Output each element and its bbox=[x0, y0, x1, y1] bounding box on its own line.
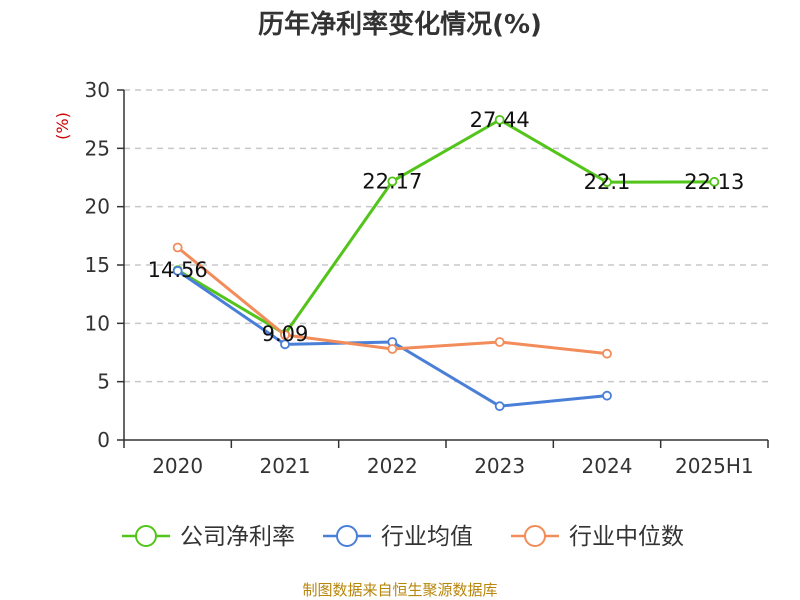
data-point bbox=[172, 265, 183, 276]
data-label: 22.17 bbox=[362, 169, 422, 193]
legend-marker bbox=[135, 525, 157, 547]
data-label: 14.56 bbox=[148, 258, 208, 282]
legend-marker bbox=[524, 525, 546, 547]
data-labels: 14.56 9.09 22.17 27.44 22.1 22.13 bbox=[148, 108, 745, 346]
data-label: 22.1 bbox=[584, 170, 631, 194]
data-point bbox=[602, 177, 612, 188]
y-tick-label: 30 bbox=[85, 78, 110, 102]
data-point bbox=[280, 339, 290, 350]
series-lines bbox=[172, 114, 720, 412]
y-tick-label: 25 bbox=[85, 136, 110, 160]
data-point bbox=[387, 344, 398, 354]
y-tick-label: 5 bbox=[97, 370, 110, 394]
legend-item-1[interactable]: 行业均值 bbox=[323, 524, 473, 550]
legend-marker bbox=[336, 525, 358, 547]
data-point bbox=[494, 401, 505, 412]
legend[interactable]: 公司净利率 行业均值 行业中位数 bbox=[122, 524, 684, 550]
data-point bbox=[172, 242, 183, 253]
data-label: 9.09 bbox=[262, 322, 309, 346]
y-axis-unit: (%) bbox=[53, 112, 72, 140]
data-label: 22.13 bbox=[684, 170, 744, 194]
axes: 0 5 10 15 20 25 30 2020 2021 2022 2023 2024 2025H1 bbox=[85, 78, 769, 478]
x-tick-label: 2020 bbox=[152, 454, 203, 478]
source-note: 制图数据来自恒生聚源数据库 bbox=[302, 581, 497, 599]
legend-label: 公司净利率 bbox=[180, 524, 295, 550]
x-tick-label: 2021 bbox=[260, 454, 311, 478]
legend-item-0[interactable]: 公司净利率 bbox=[122, 524, 295, 550]
y-tick-label: 20 bbox=[85, 195, 110, 219]
x-tick-label: 2023 bbox=[474, 454, 525, 478]
x-tick-label: 2025H1 bbox=[675, 454, 754, 478]
chart-title: 历年净利率变化情况(%) bbox=[258, 9, 542, 40]
legend-label: 行业中位数 bbox=[569, 524, 684, 550]
legend-item-2[interactable]: 行业中位数 bbox=[511, 524, 684, 550]
data-label: 27.44 bbox=[470, 108, 530, 132]
y-tick-label: 10 bbox=[85, 311, 110, 335]
y-tick-label: 15 bbox=[85, 253, 110, 277]
data-point bbox=[494, 114, 505, 125]
data-point bbox=[602, 348, 612, 359]
data-point bbox=[602, 390, 612, 401]
data-point bbox=[494, 337, 505, 347]
data-point bbox=[387, 176, 398, 187]
legend-label: 行业均值 bbox=[381, 524, 473, 550]
x-tick-label: 2022 bbox=[367, 454, 418, 478]
data-point bbox=[709, 176, 720, 187]
grid-lines bbox=[124, 89, 768, 383]
data-point bbox=[280, 330, 290, 340]
series-line-0 bbox=[176, 118, 715, 336]
x-tick-label: 2024 bbox=[582, 454, 633, 478]
y-tick-label: 0 bbox=[97, 428, 110, 452]
